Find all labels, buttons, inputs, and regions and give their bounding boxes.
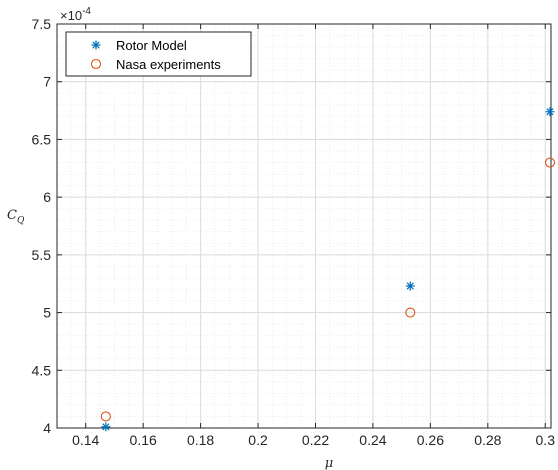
y-tick-label: 5.5 <box>32 247 52 263</box>
y-tick-label: 7.5 <box>32 16 52 32</box>
y-tick-label: 5 <box>43 305 51 321</box>
nasa-experiment-point <box>405 307 416 318</box>
y-tick-label: 4.5 <box>32 362 52 378</box>
y-exponent-label: ×10-4 <box>60 6 91 23</box>
x-tick-label: 0.16 <box>130 432 157 448</box>
rotor-model-point <box>101 422 111 432</box>
data-marks <box>100 107 556 432</box>
legend-nasa-experiments-marker <box>90 58 102 70</box>
y-exponent-power: -4 <box>82 6 91 17</box>
y-axis-label-subscript: Q <box>17 216 25 226</box>
y-axis: 4 4.5 5 5.5 6 6.5 7 7.5 <box>32 16 551 436</box>
grid <box>56 23 551 429</box>
legend: Rotor Model Nasa experiments <box>65 31 252 77</box>
legend-entry-label: Nasa experiments <box>116 57 221 72</box>
x-tick-label: 0.3 <box>536 432 556 448</box>
rotor-model-point <box>405 281 415 291</box>
legend-entry-label: Rotor Model <box>116 38 187 53</box>
x-tick-label: 0.26 <box>417 432 444 448</box>
y-tick-label: 4 <box>43 420 51 436</box>
x-tick-label: 0.22 <box>302 432 329 448</box>
plot-area <box>56 23 552 429</box>
nasa-experiment-point <box>100 411 111 422</box>
y-tick-label: 6.5 <box>32 131 52 147</box>
x-tick-label: 0.2 <box>248 432 268 448</box>
y-exponent-base: ×10 <box>60 8 82 23</box>
y-tick-label: 7 <box>43 74 51 90</box>
x-axis: 0.14 0.16 0.18 0.2 0.22 0.24 0.26 0.28 0.3 <box>72 24 555 448</box>
y-tick-label: 6 <box>43 189 51 205</box>
x-tick-label: 0.24 <box>359 432 386 448</box>
nasa-experiment-point <box>544 157 556 168</box>
x-axis-label: μ <box>325 456 333 470</box>
rotor-model-point <box>545 107 555 117</box>
x-tick-label: 0.28 <box>474 432 501 448</box>
y-axis-label: CQ <box>7 208 25 226</box>
x-tick-label: 0.14 <box>72 432 99 448</box>
y-axis-label-main: C <box>7 208 17 223</box>
x-tick-label: 0.18 <box>187 432 214 448</box>
legend-rotor-model-marker <box>91 40 101 50</box>
